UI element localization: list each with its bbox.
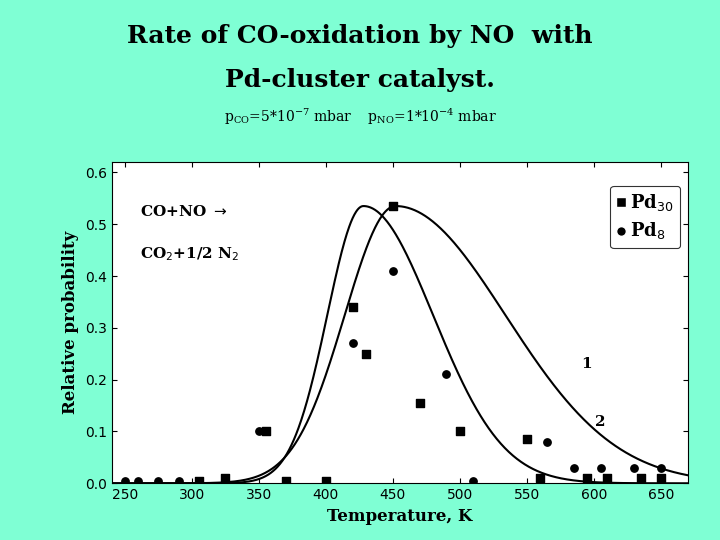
Point — [655, 463, 667, 472]
Point — [173, 476, 184, 485]
Point — [581, 474, 593, 482]
Point — [320, 476, 332, 485]
Point — [220, 474, 231, 482]
Text: CO$_2$+1/2 N$_2$: CO$_2$+1/2 N$_2$ — [140, 246, 240, 263]
Point — [347, 339, 359, 348]
Point — [387, 202, 399, 211]
Point — [534, 474, 546, 482]
Point — [467, 476, 479, 485]
Point — [454, 427, 466, 436]
Point — [635, 474, 647, 482]
Y-axis label: Relative probability: Relative probability — [62, 231, 79, 414]
Text: Pd-cluster catalyst.: Pd-cluster catalyst. — [225, 68, 495, 91]
Point — [260, 427, 271, 436]
Point — [655, 474, 667, 482]
Point — [120, 476, 131, 485]
Point — [629, 463, 640, 472]
Point — [601, 474, 613, 482]
Point — [153, 476, 164, 485]
Point — [280, 476, 292, 485]
Point — [387, 267, 399, 275]
Point — [253, 427, 265, 436]
Point — [541, 437, 553, 446]
Point — [193, 476, 204, 485]
Point — [132, 476, 144, 485]
Point — [595, 463, 606, 472]
X-axis label: Temperature, K: Temperature, K — [327, 508, 472, 525]
Point — [193, 476, 204, 485]
Point — [521, 435, 533, 443]
Point — [441, 370, 452, 379]
Point — [280, 476, 292, 485]
Point — [347, 303, 359, 312]
Text: 2: 2 — [595, 415, 606, 429]
Point — [568, 463, 580, 472]
Text: CO+NO $\rightarrow$: CO+NO $\rightarrow$ — [140, 204, 228, 219]
Point — [414, 399, 426, 407]
Point — [360, 349, 372, 358]
Text: Rate of CO-oxidation by NO  with: Rate of CO-oxidation by NO with — [127, 24, 593, 48]
Legend: Pd$_{30}$, Pd$_{8}$: Pd$_{30}$, Pd$_{8}$ — [611, 186, 680, 247]
Text: 1: 1 — [581, 357, 592, 372]
Text: p$_{\mathregular{CO}}$=5*10$^{\mathregular{-7}}$ mbar    p$_{\mathregular{NO}}$=: p$_{\mathregular{CO}}$=5*10$^{\mathregul… — [223, 106, 497, 127]
